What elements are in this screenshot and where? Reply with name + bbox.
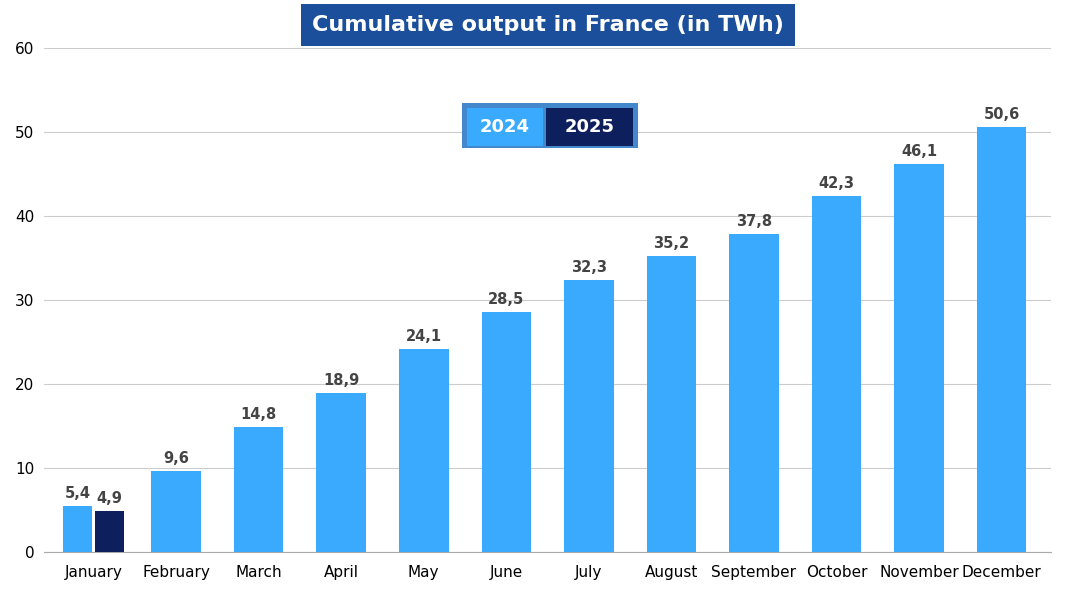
FancyBboxPatch shape <box>467 108 543 146</box>
Bar <box>399 349 449 552</box>
FancyBboxPatch shape <box>462 103 639 149</box>
Text: 46,1: 46,1 <box>901 145 937 159</box>
Bar <box>482 312 531 552</box>
Bar <box>976 127 1027 552</box>
Text: 4,9: 4,9 <box>96 491 123 506</box>
Bar <box>894 164 943 552</box>
Text: 18,9: 18,9 <box>323 373 359 388</box>
Bar <box>564 280 614 552</box>
Text: 9,6: 9,6 <box>163 451 189 466</box>
Text: 14,8: 14,8 <box>241 408 277 422</box>
FancyBboxPatch shape <box>546 108 633 146</box>
Text: 5,4: 5,4 <box>65 486 91 502</box>
Text: 32,3: 32,3 <box>570 261 607 275</box>
Bar <box>64 506 93 552</box>
Bar <box>95 511 124 552</box>
Text: 37,8: 37,8 <box>736 214 772 229</box>
Bar <box>317 393 366 552</box>
Text: 50,6: 50,6 <box>983 107 1019 121</box>
Bar <box>811 196 861 552</box>
Bar <box>647 256 696 552</box>
Text: 2025: 2025 <box>564 118 614 136</box>
Text: 24,1: 24,1 <box>406 329 441 345</box>
Text: 35,2: 35,2 <box>653 236 690 251</box>
Bar <box>151 471 200 552</box>
Bar <box>233 427 284 552</box>
Text: 2024: 2024 <box>480 118 530 136</box>
Title: Cumulative output in France (in TWh): Cumulative output in France (in TWh) <box>311 15 784 35</box>
Bar <box>729 234 778 552</box>
Text: 28,5: 28,5 <box>488 292 524 307</box>
Text: 42,3: 42,3 <box>819 176 855 192</box>
